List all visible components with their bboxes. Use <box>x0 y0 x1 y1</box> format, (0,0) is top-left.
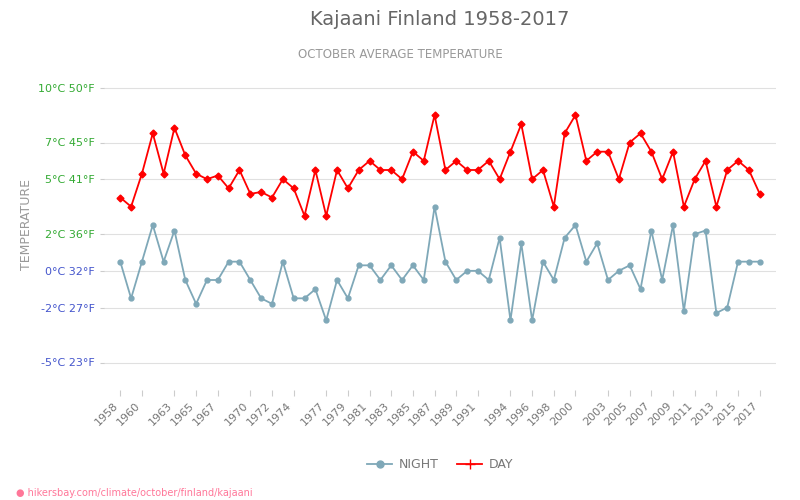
DAY <box>538 167 548 173</box>
NIGHT <box>430 204 439 210</box>
DAY <box>755 191 765 197</box>
NIGHT <box>538 258 548 264</box>
NIGHT <box>755 258 765 264</box>
DAY <box>300 213 310 219</box>
NIGHT <box>332 277 342 283</box>
NIGHT <box>278 258 288 264</box>
Text: ● hikersbay.com/climate/october/finland/kajaani: ● hikersbay.com/climate/october/finland/… <box>16 488 253 498</box>
Line: DAY: DAY <box>118 112 762 218</box>
DAY <box>224 186 234 192</box>
Y-axis label: TEMPERATURE: TEMPERATURE <box>20 180 33 270</box>
NIGHT <box>322 318 331 324</box>
Line: NIGHT: NIGHT <box>118 204 762 323</box>
NIGHT <box>115 258 125 264</box>
Text: OCTOBER AVERAGE TEMPERATURE: OCTOBER AVERAGE TEMPERATURE <box>298 48 502 60</box>
Title: Kajaani Finland 1958-2017: Kajaani Finland 1958-2017 <box>310 10 570 29</box>
Legend: NIGHT, DAY: NIGHT, DAY <box>362 453 518 476</box>
NIGHT <box>343 296 353 302</box>
NIGHT <box>300 296 310 302</box>
DAY <box>310 167 320 173</box>
DAY <box>115 194 125 200</box>
NIGHT <box>224 258 234 264</box>
DAY <box>278 176 288 182</box>
DAY <box>430 112 439 118</box>
DAY <box>332 167 342 173</box>
DAY <box>343 186 353 192</box>
